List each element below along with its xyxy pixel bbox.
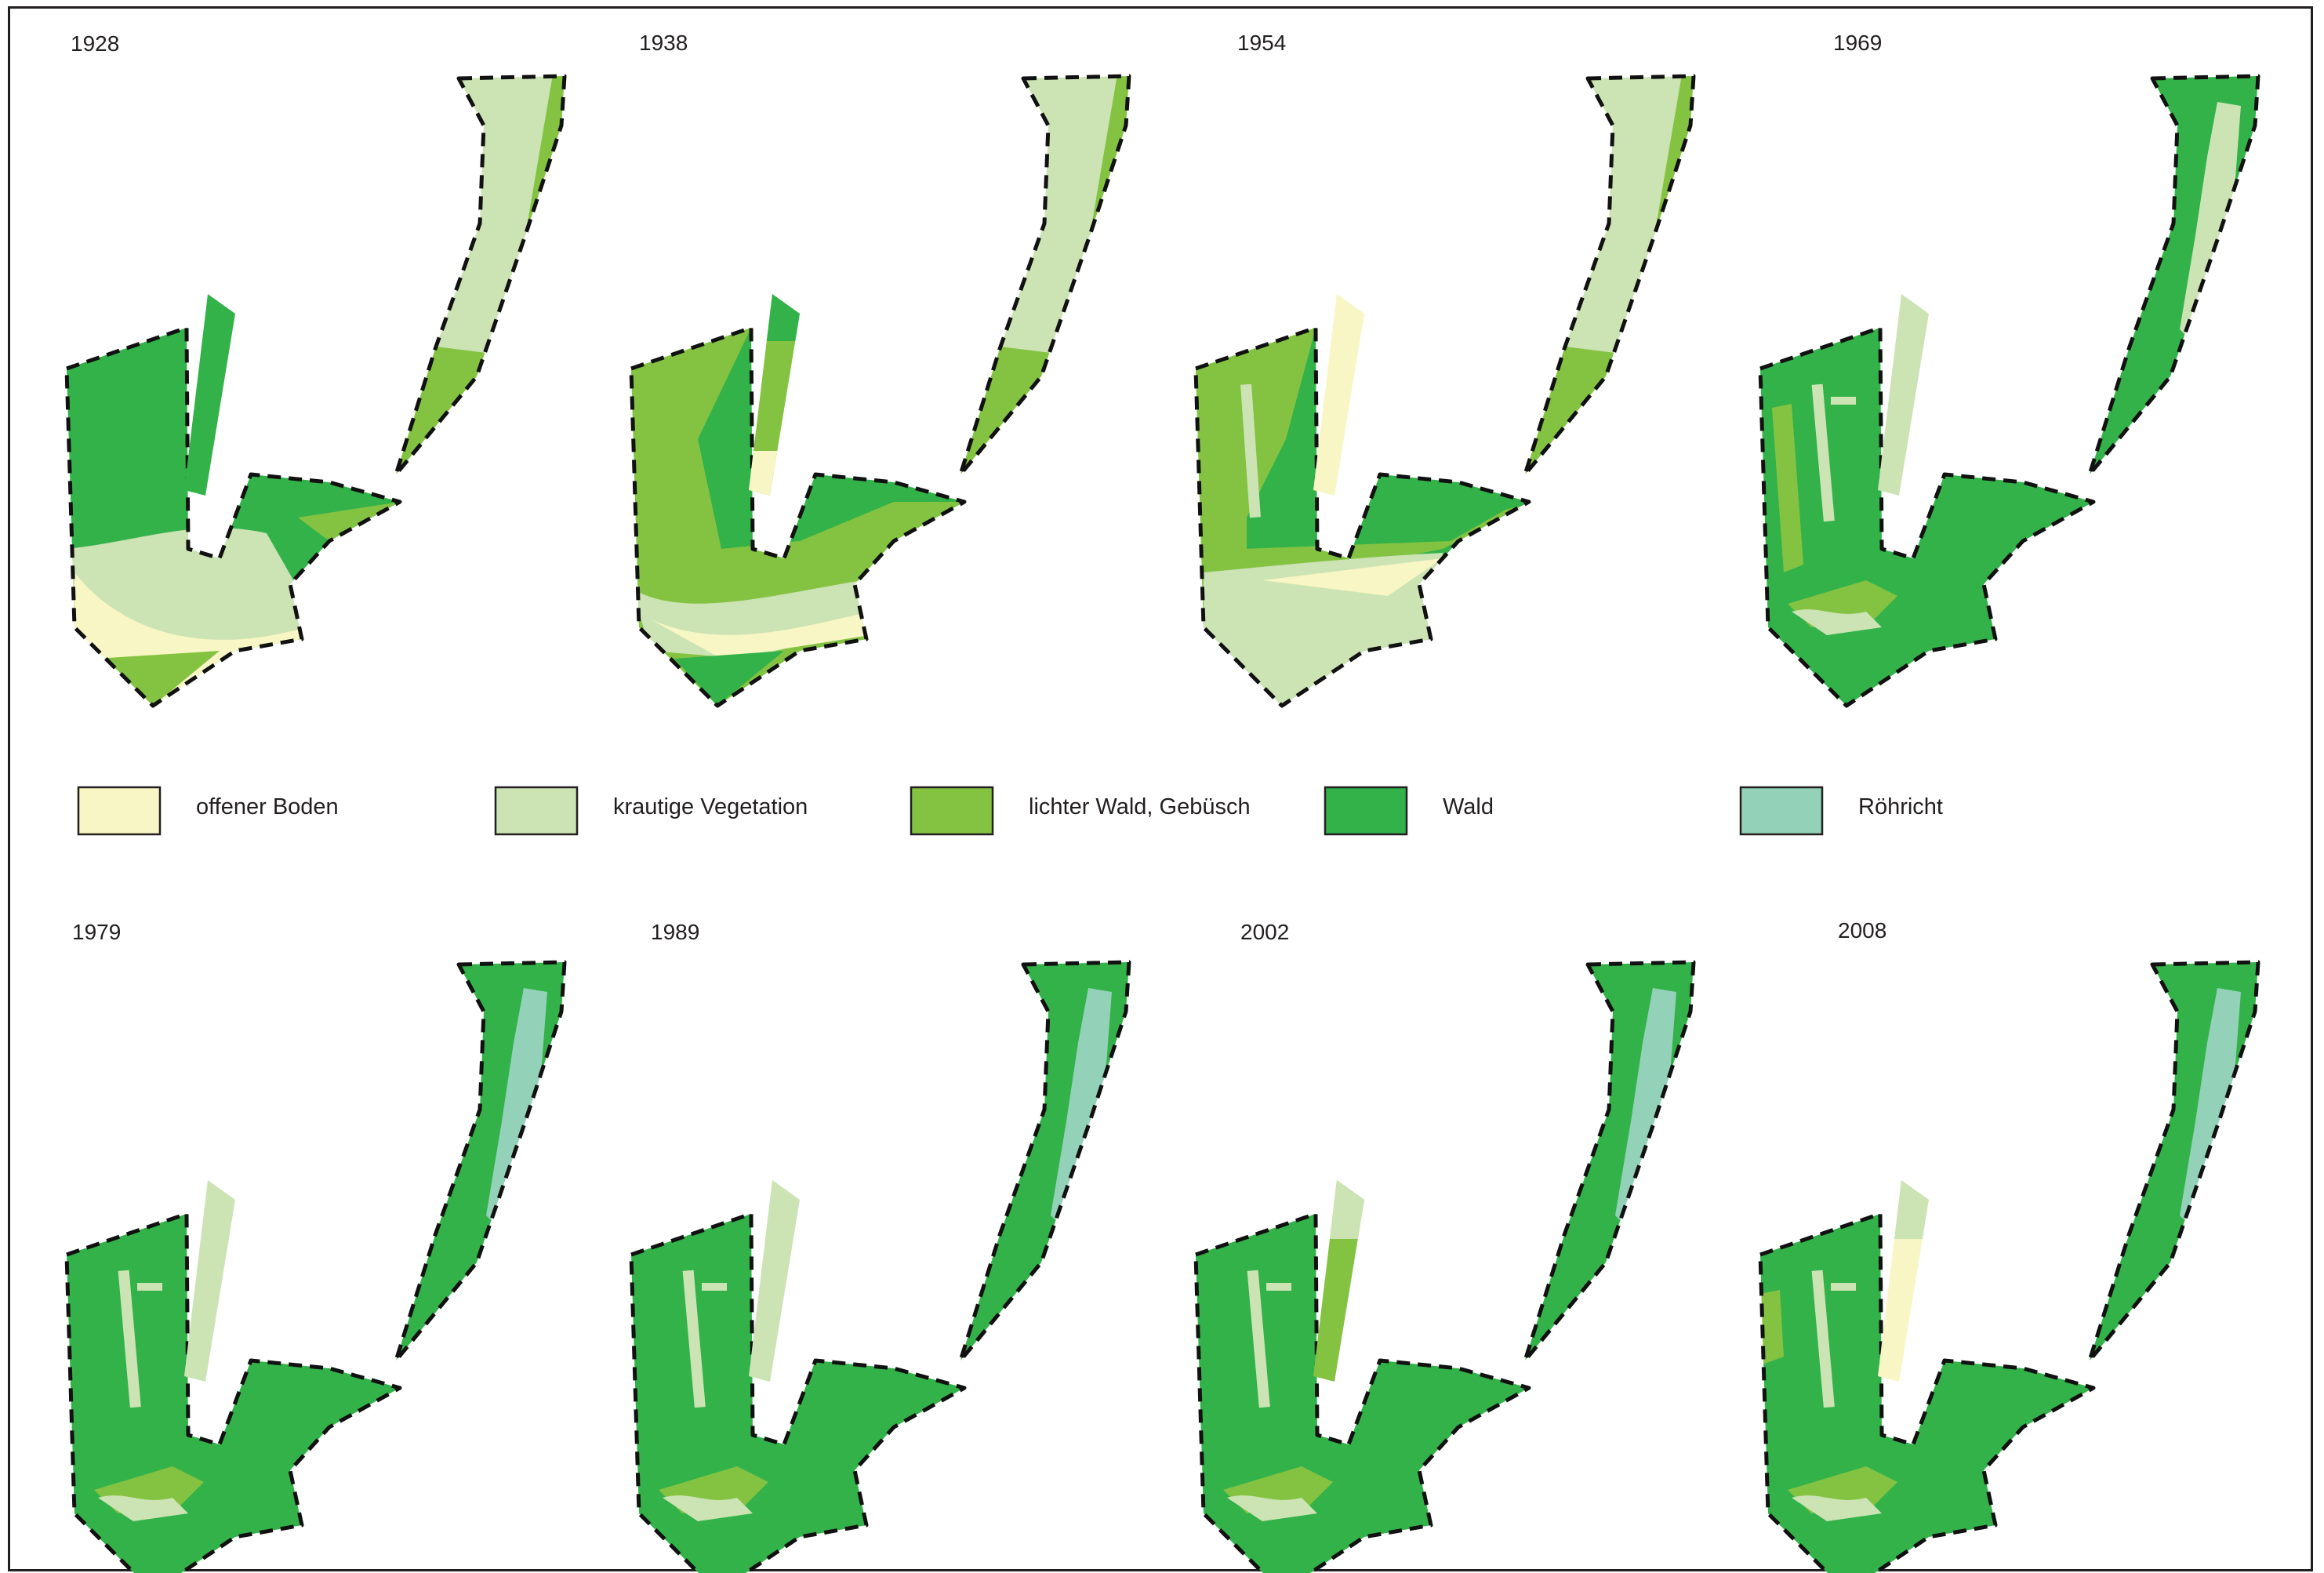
north-edge-lichter-wald [1654, 76, 1694, 235]
north-lichter-wald [1525, 345, 1615, 474]
year-label: 1979 [72, 920, 121, 944]
linear-clearing [118, 1270, 141, 1408]
legend-item-wald: Wald [1324, 786, 1494, 836]
legend-item-krautige_vegetation: krautige Vegetation [494, 786, 808, 836]
legend-swatch [1324, 786, 1408, 836]
linear-clearing [1240, 383, 1261, 518]
linear-clearing [1811, 1270, 1835, 1408]
legend-label: Röhricht [1858, 794, 1943, 819]
zone-offen [651, 612, 870, 659]
map-panel-1969: 1969 [1741, 31, 2274, 721]
legend-label: offener Boden [196, 794, 339, 819]
zone-lichter-wald [94, 651, 220, 706]
year-label: 1969 [1833, 31, 1882, 55]
year-label: 1938 [639, 31, 688, 55]
legend-item-lichter_wald: lichter Wald, Gebüsch [910, 786, 1251, 836]
north-lichter-wald [960, 345, 1051, 474]
main-base [1760, 328, 2093, 706]
zone-krautig [1792, 1495, 1882, 1521]
north-inner-zone [2180, 102, 2241, 337]
legend-swatch [910, 786, 994, 836]
linear-clearing [1247, 1270, 1270, 1408]
year-label: 1989 [651, 920, 699, 944]
main-unit [1760, 328, 2093, 706]
north-inner-zone [2180, 988, 2241, 1223]
map-panel-1928: 1928 [47, 31, 580, 721]
legend-label: lichter Wald, Gebüsch [1029, 794, 1251, 819]
legend-swatch [77, 786, 162, 836]
zone-lichter-wald-west [1760, 1290, 1784, 1364]
north-inner-zone [1615, 988, 1676, 1223]
legend-label: Wald [1443, 794, 1494, 819]
linear-clearing [682, 1270, 706, 1408]
legend-label: krautige Vegetation [613, 794, 808, 819]
zone-krautig [1792, 609, 1882, 635]
legend: offener Boden krautige Vegetation lichter … [77, 786, 1943, 836]
zone-lichter-wald-east [298, 502, 400, 541]
legend-item-roehricht: Röhricht [1739, 786, 1943, 836]
north-lichter-wald [396, 345, 486, 474]
legend-swatch [1739, 786, 1824, 836]
small-clearing [1266, 1283, 1291, 1291]
north-inner-zone [1051, 988, 1112, 1223]
main-unit [67, 328, 400, 706]
main-unit [631, 328, 964, 706]
small-clearing [1831, 1283, 1856, 1291]
zone-wald-south [674, 651, 784, 706]
zone-krautig [1227, 1495, 1317, 1521]
figure-frame [8, 6, 2313, 1571]
zone-lichter-wald-band [1243, 502, 1529, 572]
north-edge-lichter-wald [1090, 76, 1129, 235]
year-label: 2008 [1838, 918, 1886, 943]
zone-offen [1262, 558, 1443, 596]
legend-swatch [494, 786, 579, 836]
map-panel-2008: 2008 [1741, 918, 2274, 1573]
map-panel-2002: 2002 [1176, 920, 1709, 1573]
small-clearing [702, 1283, 727, 1291]
north-inner-zone [486, 988, 547, 1223]
map-panel-1938: 1938 [612, 31, 1145, 721]
map-panel-1979: 1979 [47, 920, 580, 1573]
map-panel-1954: 1954 [1176, 31, 1709, 721]
linear-clearing [1811, 383, 1835, 522]
year-label: 1954 [1237, 31, 1286, 55]
map-panel-1989: 1989 [612, 920, 1145, 1573]
zone-lichter-wald-west [1772, 404, 1803, 572]
year-label: 2002 [1240, 920, 1289, 944]
legend-item-offener_boden: offener Boden [77, 786, 339, 836]
small-clearing [1831, 397, 1856, 405]
zone-krautig [663, 1495, 753, 1521]
small-clearing [137, 1283, 162, 1291]
year-label: 1928 [71, 31, 119, 56]
main-unit [1196, 328, 1529, 706]
zone-krautig [98, 1495, 188, 1521]
north-edge-lichter-wald [525, 76, 565, 235]
